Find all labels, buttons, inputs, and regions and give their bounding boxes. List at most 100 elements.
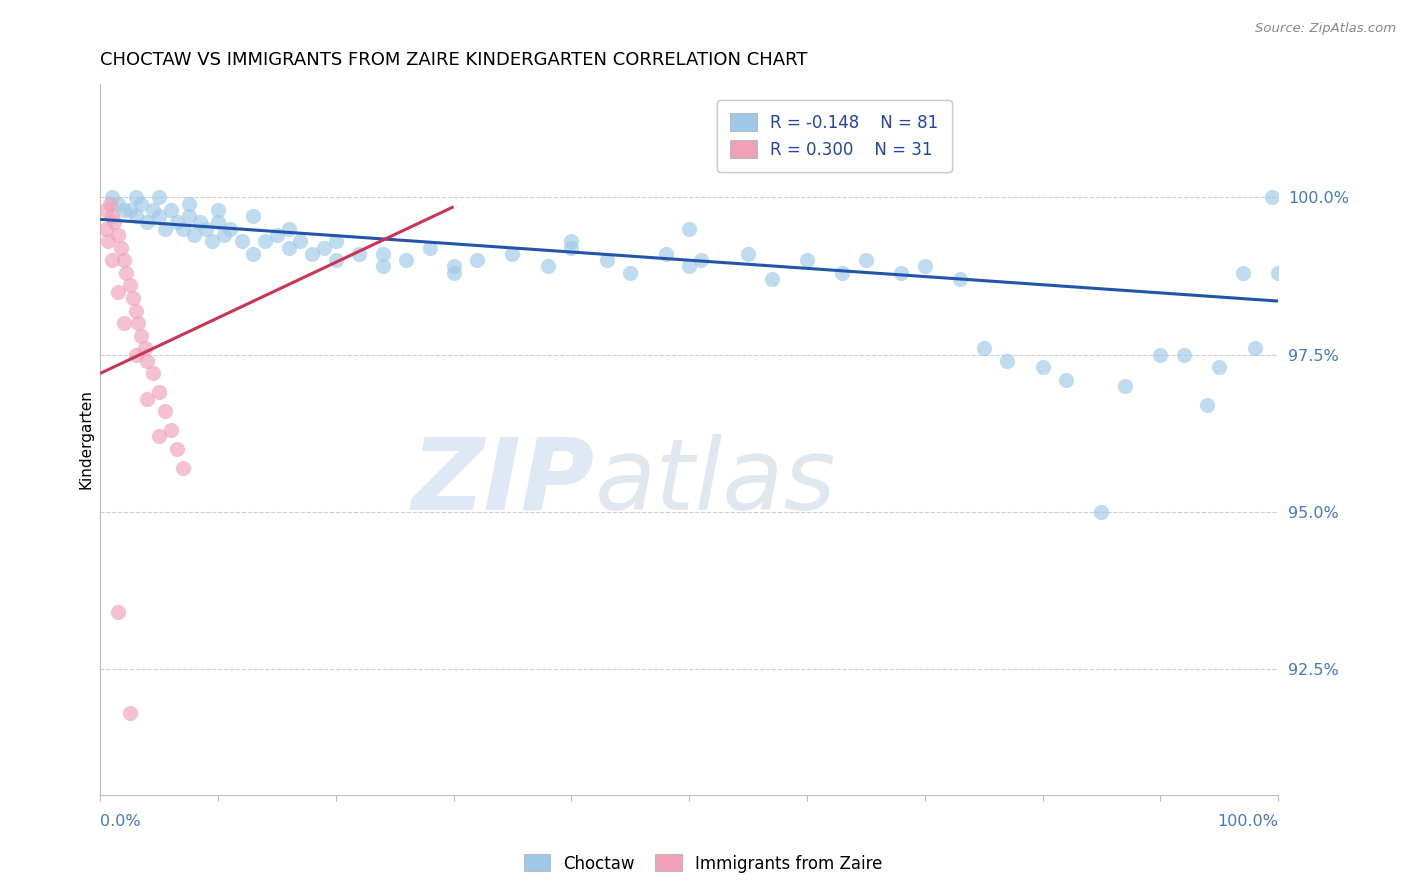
Point — [207, 215, 229, 229]
Point — [136, 392, 159, 406]
Point — [290, 235, 312, 249]
Point — [266, 228, 288, 243]
Point — [94, 221, 117, 235]
Text: ZIP: ZIP — [412, 434, 595, 531]
Point — [124, 209, 146, 223]
Point — [537, 260, 560, 274]
Point — [124, 190, 146, 204]
Point — [914, 260, 936, 274]
Point — [231, 235, 253, 249]
Point — [596, 253, 619, 268]
Text: 0.0%: 0.0% — [100, 814, 141, 829]
Point — [112, 202, 135, 217]
Point — [166, 442, 188, 456]
Point — [98, 196, 121, 211]
Point — [136, 215, 159, 229]
Point — [796, 253, 818, 268]
Point — [1261, 190, 1284, 204]
Point — [118, 278, 141, 293]
Point — [312, 241, 335, 255]
Point — [131, 196, 153, 211]
Point — [678, 221, 700, 235]
Point — [122, 291, 145, 305]
Point — [325, 253, 347, 268]
Point — [465, 253, 488, 268]
Point — [142, 202, 165, 217]
Point — [212, 228, 235, 243]
Text: atlas: atlas — [595, 434, 837, 531]
Point — [1149, 347, 1171, 361]
Point — [166, 215, 188, 229]
Point — [1267, 266, 1289, 280]
Point — [242, 209, 264, 223]
Point — [201, 235, 224, 249]
Point — [443, 260, 465, 274]
Point — [949, 272, 972, 286]
Point — [1031, 360, 1053, 375]
Point — [371, 260, 394, 274]
Point — [112, 316, 135, 330]
Point — [127, 316, 149, 330]
Point — [94, 202, 117, 217]
Point — [242, 247, 264, 261]
Point — [831, 266, 853, 280]
Point — [177, 209, 200, 223]
Point — [115, 266, 138, 280]
Point — [142, 367, 165, 381]
Point — [1114, 379, 1136, 393]
Point — [1208, 360, 1230, 375]
Text: Source: ZipAtlas.com: Source: ZipAtlas.com — [1256, 22, 1396, 36]
Point — [654, 247, 676, 261]
Point — [107, 196, 129, 211]
Point — [107, 228, 129, 243]
Point — [172, 460, 194, 475]
Point — [690, 253, 713, 268]
Point — [97, 235, 120, 249]
Point — [1173, 347, 1195, 361]
Point — [325, 235, 347, 249]
Point — [995, 353, 1018, 368]
Point — [107, 285, 129, 299]
Point — [395, 253, 418, 268]
Point — [443, 266, 465, 280]
Point — [619, 266, 641, 280]
Point — [131, 328, 153, 343]
Point — [118, 706, 141, 720]
Point — [153, 221, 176, 235]
Point — [153, 404, 176, 418]
Point — [112, 253, 135, 268]
Point — [160, 202, 183, 217]
Point — [218, 221, 240, 235]
Point — [1090, 505, 1112, 519]
Point — [371, 247, 394, 261]
Point — [855, 253, 877, 268]
Point — [160, 423, 183, 437]
Point — [183, 228, 205, 243]
Text: CHOCTAW VS IMMIGRANTS FROM ZAIRE KINDERGARTEN CORRELATION CHART: CHOCTAW VS IMMIGRANTS FROM ZAIRE KINDERG… — [100, 51, 807, 69]
Point — [188, 215, 211, 229]
Point — [124, 303, 146, 318]
Point — [1054, 373, 1077, 387]
Point — [277, 241, 299, 255]
Point — [177, 196, 200, 211]
Point — [254, 235, 277, 249]
Point — [301, 247, 323, 261]
Point — [737, 247, 759, 261]
Point — [1232, 266, 1254, 280]
Point — [560, 235, 582, 249]
Point — [118, 202, 141, 217]
Point — [419, 241, 441, 255]
Point — [136, 353, 159, 368]
Y-axis label: Kindergarten: Kindergarten — [79, 390, 93, 490]
Point — [103, 215, 125, 229]
Point — [207, 202, 229, 217]
Point — [1197, 398, 1219, 412]
Point — [148, 190, 170, 204]
Point — [101, 190, 124, 204]
Legend: Choctaw, Immigrants from Zaire: Choctaw, Immigrants from Zaire — [517, 847, 889, 880]
Point — [101, 209, 124, 223]
Point — [110, 241, 132, 255]
Point — [124, 347, 146, 361]
Point — [195, 221, 218, 235]
Legend: R = -0.148    N = 81, R = 0.300    N = 31: R = -0.148 N = 81, R = 0.300 N = 31 — [717, 100, 952, 172]
